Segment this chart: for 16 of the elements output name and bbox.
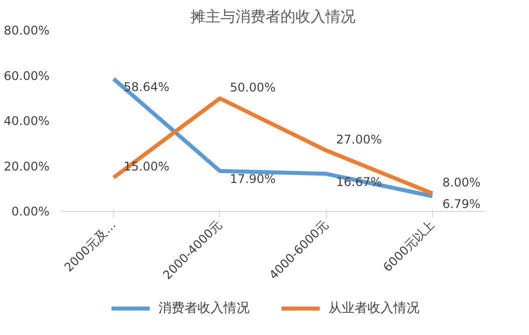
data-label: 6.79% <box>442 197 480 212</box>
data-label: 50.00% <box>230 80 276 94</box>
legend-label: 从业者收入情况 <box>328 301 420 316</box>
y-tick-label: 40.00% <box>4 114 50 128</box>
chart-title: 摊主与消费者的收入情况 <box>190 8 356 26</box>
y-tick-label: 60.00% <box>4 68 50 83</box>
y-tick-label: 0.00% <box>11 204 50 218</box>
data-label: 17.90% <box>230 172 276 186</box>
data-label: 58.64% <box>124 80 170 94</box>
data-label: 27.00% <box>336 132 382 146</box>
legend-label: 消费者收入情况 <box>158 301 250 316</box>
y-tick-label: 80.00% <box>4 24 50 38</box>
y-tick-label: 20.00% <box>4 159 50 174</box>
line-series <box>112 76 434 198</box>
line-series <box>112 96 434 196</box>
data-label: 8.00% <box>442 175 480 190</box>
